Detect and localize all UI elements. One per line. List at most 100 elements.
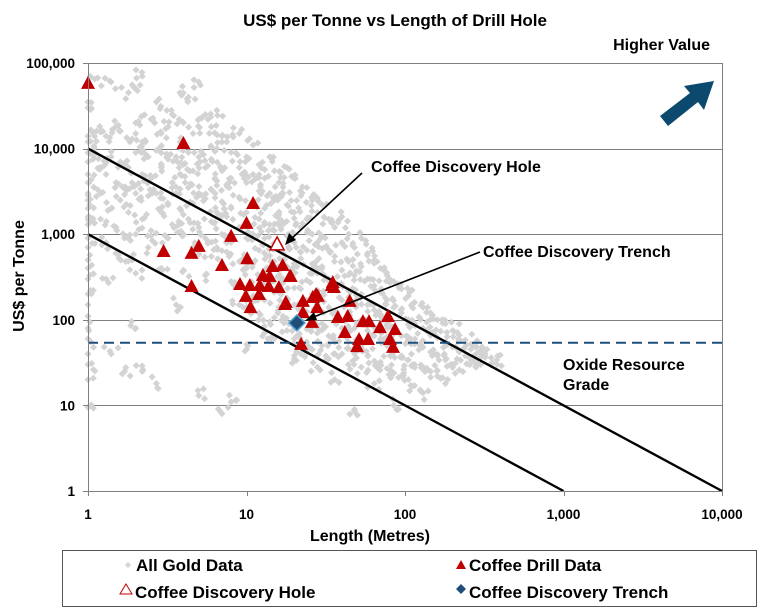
all-gold-point	[210, 246, 218, 254]
all-gold-point	[101, 74, 109, 82]
all-gold-point	[181, 173, 189, 181]
all-gold-point	[158, 239, 166, 247]
all-gold-point	[255, 171, 263, 179]
all-gold-point	[159, 195, 167, 203]
all-gold-point	[265, 233, 273, 241]
all-gold-point	[414, 330, 422, 338]
all-gold-point	[268, 157, 276, 165]
all-gold-point	[472, 363, 480, 371]
all-gold-point	[263, 192, 271, 200]
all-gold-point	[363, 251, 371, 259]
all-gold-point	[472, 343, 480, 351]
all-gold-point	[102, 170, 110, 178]
all-gold-point	[329, 331, 337, 339]
all-gold-point	[176, 185, 184, 193]
all-gold-point	[86, 201, 94, 209]
all-gold-point	[138, 68, 146, 76]
all-gold-point	[466, 361, 474, 369]
all-gold-point	[177, 91, 185, 99]
all-gold-point	[132, 218, 140, 226]
all-gold-point	[163, 265, 171, 273]
all-gold-point	[292, 243, 300, 251]
all-gold-point	[147, 227, 155, 235]
all-gold-point	[115, 127, 123, 135]
all-gold-point	[138, 266, 146, 274]
all-gold-point	[270, 167, 278, 175]
all-gold-point	[308, 193, 316, 201]
all-gold-point	[241, 271, 249, 279]
coffee-drill-point	[310, 300, 325, 314]
coffee-drill-point	[361, 332, 376, 346]
all-gold-point	[194, 116, 202, 124]
all-gold-point	[345, 345, 353, 353]
all-gold-point	[311, 241, 319, 249]
all-gold-point	[212, 121, 220, 129]
reference-lines	[87, 147, 723, 493]
all-gold-point	[400, 369, 408, 377]
all-gold-point	[204, 162, 212, 170]
all-gold-point	[200, 215, 208, 223]
all-gold-point	[305, 237, 313, 245]
all-gold-point	[108, 204, 116, 212]
all-gold-point	[163, 150, 171, 158]
all-gold-point	[362, 237, 370, 245]
all-gold-point	[171, 173, 179, 181]
all-gold-point	[254, 271, 262, 279]
oxide-grade-label-line2: Grade	[563, 377, 609, 394]
all-gold-point	[214, 255, 222, 263]
all-gold-point	[488, 359, 496, 367]
all-gold-point	[307, 328, 315, 336]
all-gold-point	[162, 134, 170, 142]
all-gold-point	[224, 404, 232, 412]
all-gold-point	[251, 257, 259, 265]
all-gold-point	[364, 352, 372, 360]
all-gold-point	[186, 167, 194, 175]
legend-coffee-discovery-hole: Coffee Discovery Hole	[135, 583, 315, 602]
all-gold-point	[304, 226, 312, 234]
all-gold-point	[186, 219, 194, 227]
all-gold-point	[449, 363, 457, 371]
all-gold-point	[335, 379, 343, 387]
all-gold-point	[111, 184, 119, 192]
higher-value-label: Higher Value	[613, 37, 710, 54]
all-gold-point	[278, 328, 286, 336]
all-gold-point	[353, 411, 361, 419]
all-gold-point	[185, 123, 193, 131]
y-tick-label: 10,000	[34, 142, 75, 157]
all-gold-point	[159, 209, 167, 217]
coffee-drill-point	[330, 309, 345, 323]
all-gold-point	[353, 250, 361, 258]
all-gold-point	[343, 235, 351, 243]
all-gold-point	[386, 278, 394, 286]
all-gold-point	[457, 356, 465, 364]
all-gold-point	[256, 311, 264, 319]
all-gold-point	[380, 352, 388, 360]
all-gold-point	[207, 252, 215, 260]
all-gold-point	[234, 151, 242, 159]
all-gold-point	[164, 199, 172, 207]
coffee-drill-point	[242, 278, 257, 292]
all-gold-point	[108, 129, 116, 137]
all-gold-point	[207, 110, 215, 118]
all-gold-point	[207, 142, 215, 150]
all-gold-point	[327, 378, 335, 386]
coffee-drill-point	[380, 308, 395, 322]
discovery-trench-arrow	[310, 251, 481, 319]
all-gold-point	[93, 127, 101, 135]
all-gold-point	[111, 85, 119, 93]
all-gold-point	[299, 219, 307, 227]
all-gold-point	[120, 160, 128, 168]
all-gold-point	[109, 274, 117, 282]
all-gold-point	[87, 98, 95, 106]
all-gold-point	[367, 282, 375, 290]
all-gold-point	[219, 131, 227, 139]
all-gold-point	[211, 194, 219, 202]
coffee-drill-point	[350, 339, 365, 353]
all-gold-point	[196, 81, 204, 89]
all-gold-point	[162, 125, 170, 133]
all-gold-point	[376, 366, 384, 374]
y-tick-label: 100	[52, 313, 75, 328]
all-gold-point	[137, 197, 145, 205]
all-gold-point	[357, 260, 365, 268]
